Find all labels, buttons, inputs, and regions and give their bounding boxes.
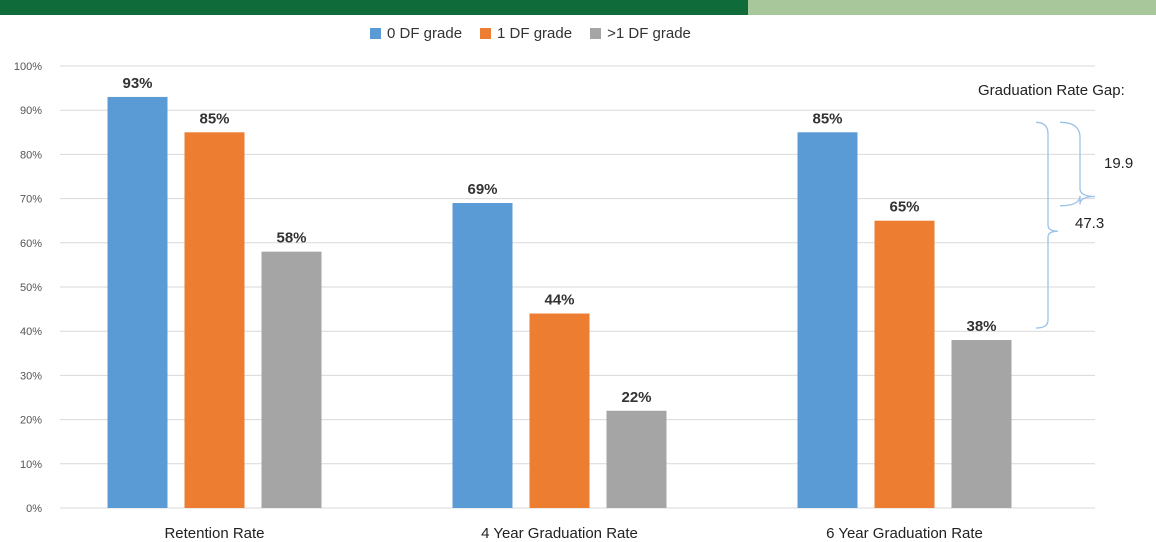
x-category-label: 4 Year Graduation Rate bbox=[481, 525, 638, 542]
bar bbox=[529, 313, 590, 508]
data-label: 93% bbox=[122, 75, 152, 92]
bar bbox=[107, 96, 168, 508]
legend-item-1: 1 DF grade bbox=[480, 25, 572, 42]
y-tick-label: 80% bbox=[20, 149, 42, 161]
y-tick-label: 60% bbox=[20, 238, 42, 250]
gap-annotation-title: Graduation Rate Gap: bbox=[978, 82, 1125, 99]
legend-item-0: 0 DF grade bbox=[370, 25, 462, 42]
data-label: 85% bbox=[199, 110, 229, 127]
legend-label: 0 DF grade bbox=[387, 25, 463, 42]
legend-item-2: >1 DF grade bbox=[590, 25, 691, 42]
legend-label: 1 DF grade bbox=[497, 25, 573, 42]
bar bbox=[606, 410, 667, 508]
y-tick-label: 20% bbox=[20, 415, 42, 427]
top-accent-bar-dark bbox=[0, 0, 748, 15]
data-label: 58% bbox=[276, 230, 306, 247]
y-tick-label: 0% bbox=[26, 503, 42, 515]
bar bbox=[452, 203, 513, 508]
bar bbox=[261, 251, 322, 508]
legend-swatch bbox=[480, 28, 492, 39]
x-category-label: Retention Rate bbox=[164, 525, 264, 542]
data-label: 38% bbox=[966, 318, 996, 335]
top-accent-bar-light bbox=[748, 0, 1156, 15]
legend-swatch bbox=[590, 28, 602, 39]
data-label: 69% bbox=[467, 181, 497, 198]
gap-bracket-large bbox=[1035, 121, 1059, 329]
data-label: 65% bbox=[889, 199, 919, 216]
data-label: 44% bbox=[544, 292, 574, 309]
y-tick-label: 70% bbox=[20, 194, 42, 206]
x-category-label: 6 Year Graduation Rate bbox=[826, 525, 983, 542]
legend-label: >1 DF grade bbox=[607, 25, 691, 42]
gap-bracket-small bbox=[1059, 121, 1096, 207]
gap-value-large: 47.3 bbox=[1075, 215, 1105, 232]
y-tick-label: 40% bbox=[20, 326, 42, 338]
y-tick-label: 90% bbox=[20, 105, 42, 117]
bar bbox=[797, 132, 858, 509]
bar bbox=[874, 220, 935, 508]
data-label: 85% bbox=[812, 110, 842, 127]
gap-value-small: 19.9 bbox=[1104, 155, 1134, 172]
bar bbox=[184, 132, 245, 509]
chart-legend: 0 DF grade 1 DF grade >1 DF grade bbox=[370, 25, 691, 42]
bar bbox=[951, 340, 1012, 508]
legend-swatch bbox=[370, 28, 381, 39]
data-label: 22% bbox=[621, 389, 651, 406]
y-tick-label: 30% bbox=[20, 370, 42, 382]
y-tick-label: 50% bbox=[20, 282, 42, 294]
y-tick-label: 100% bbox=[14, 61, 42, 73]
y-tick-label: 10% bbox=[20, 459, 42, 471]
